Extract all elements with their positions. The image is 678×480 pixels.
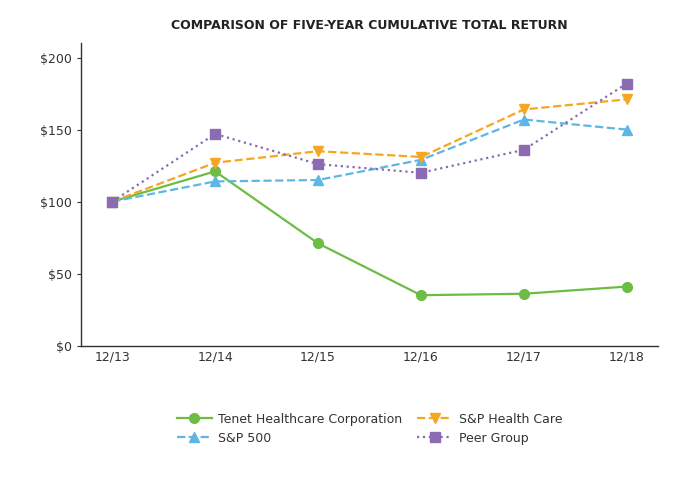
Legend: Tenet Healthcare Corporation, S&P 500, S&P Health Care, Peer Group: Tenet Healthcare Corporation, S&P 500, S…: [171, 406, 568, 451]
Title: COMPARISON OF FIVE-YEAR CUMULATIVE TOTAL RETURN: COMPARISON OF FIVE-YEAR CUMULATIVE TOTAL…: [172, 19, 567, 32]
